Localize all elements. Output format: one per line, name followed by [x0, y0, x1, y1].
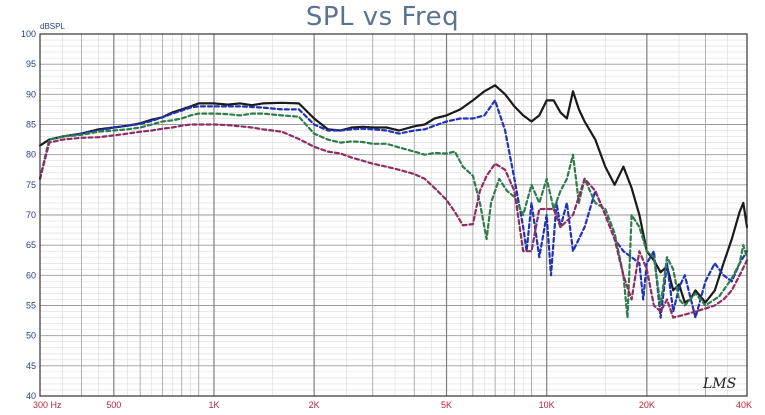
y-tick-label: 65: [26, 240, 36, 250]
x-tick-label: 1K: [208, 400, 219, 410]
series-line-3: [38, 112, 749, 319]
y-tick-label: 50: [26, 331, 36, 341]
y-tick-label: 40: [26, 391, 36, 401]
series-layer: [38, 84, 749, 319]
x-tick-label: 10K: [539, 400, 555, 410]
x-tick-label: 500: [106, 400, 121, 410]
y-tick-labels: 100 95 90 85 80 75 70 65 60 55 50 45 40: [21, 29, 36, 401]
y-tick-label: 100: [21, 29, 36, 39]
x-tick-label: 2K: [309, 400, 320, 410]
y-tick-label: 45: [26, 361, 36, 371]
x-tick-label: 20K: [639, 400, 655, 410]
x-tick-labels: 300 Hz 500 1K 2K 5K 10K 20K 40K: [33, 400, 752, 410]
x-tick-label: 5K: [441, 400, 452, 410]
series-line-2: [38, 99, 749, 319]
y-axis-unit-label: dBSPL: [40, 22, 65, 31]
y-tick-label: 55: [26, 301, 36, 311]
series-line-4: [38, 123, 749, 319]
y-tick-label: 95: [26, 59, 36, 69]
plot-frame: [39, 33, 748, 397]
y-tick-label: 80: [26, 150, 36, 160]
x-tick-label: 300 Hz: [33, 400, 62, 410]
y-tick-label: 90: [26, 89, 36, 99]
lms-logo: LMS: [702, 376, 736, 392]
x-tick-label: 40K: [736, 400, 752, 410]
series-line-1: [38, 84, 749, 304]
y-tick-label: 60: [26, 270, 36, 280]
y-tick-label: 70: [26, 210, 36, 220]
y-tick-label: 75: [26, 180, 36, 190]
y-tick-label: 85: [26, 120, 36, 130]
chart-title: SPL vs Freq: [305, 2, 460, 32]
